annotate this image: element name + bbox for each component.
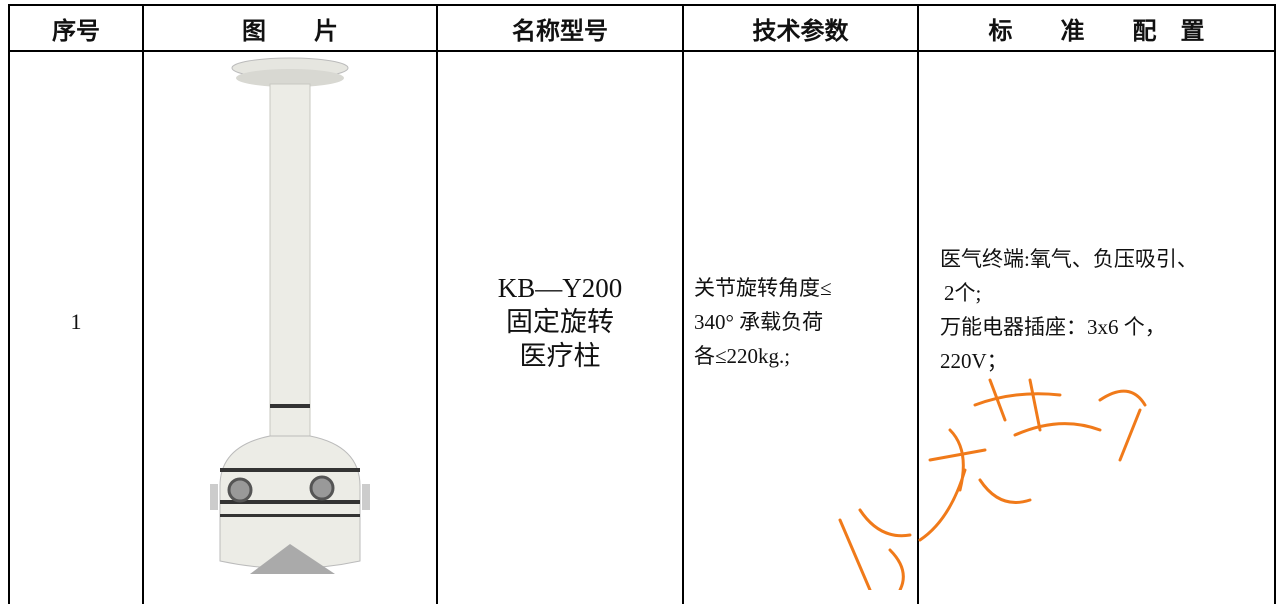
tech-line: 关节旋转角度≤	[694, 276, 832, 300]
product-image	[210, 57, 370, 574]
config-line: 医气终端:氧气、负压吸引、	[940, 247, 1198, 271]
header-cell: 技术参数	[752, 16, 849, 45]
table-border	[8, 50, 1276, 52]
table-border	[436, 4, 438, 604]
header-cell: 标 准 配 置	[988, 16, 1205, 45]
config-line: 2个;	[944, 281, 982, 305]
table-border	[682, 4, 684, 604]
row-number: 1	[70, 309, 82, 334]
table-border	[8, 4, 1276, 6]
tech-cell: 关节旋转角度≤ 340° 承载负荷 各≤220kg.;	[694, 52, 914, 592]
tech-line: 各≤220kg.;	[694, 344, 791, 368]
watermark	[838, 378, 1147, 590]
header-cell: 序号	[52, 16, 100, 45]
header-cell: 名称型号	[512, 16, 608, 45]
config-line: 万能电器插座：3x6 个，	[940, 315, 1166, 339]
page: 序号 图 片 名称型号 技术参数 标 准 配 置 1 KB—Y200 固定旋转 …	[8, 4, 1276, 604]
name-line: 医疗柱	[519, 341, 601, 371]
table-border	[8, 4, 10, 604]
name-line: KB—Y200	[497, 273, 623, 303]
table-border	[917, 4, 919, 604]
table-border	[1274, 4, 1276, 604]
name-cell: KB—Y200 固定旋转 医疗柱	[438, 52, 682, 592]
config-cell: 医气终端:氧气、负压吸引、 2个; 万能电器插座：3x6 个， 220V；	[940, 52, 1270, 592]
table-border	[142, 4, 144, 604]
config-line: 220V；	[940, 349, 1008, 373]
tech-line: 340° 承载负荷	[694, 310, 824, 334]
name-line: 固定旋转	[506, 307, 614, 337]
header-cell: 图 片	[242, 16, 338, 45]
